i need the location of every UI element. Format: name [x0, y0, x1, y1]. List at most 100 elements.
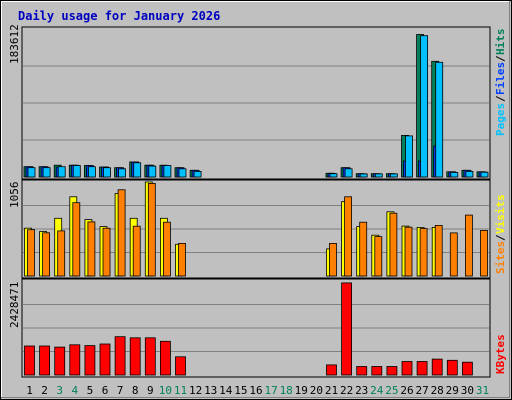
panel-hits-files-pages: 183612 Pages / Files / Hits	[8, 24, 507, 180]
bar-sites-day-22	[344, 196, 353, 277]
bar-kbytes-day-24	[371, 366, 383, 376]
day-label: 15	[234, 384, 247, 397]
bar-kbytes-day-1	[24, 345, 35, 376]
bar-sites-day-11	[178, 242, 186, 277]
bar-pages-day-4	[72, 165, 81, 178]
bar-pages-day-11	[178, 168, 187, 178]
bar-pages-day-9	[148, 165, 157, 178]
bar-sites-day-1	[27, 229, 35, 277]
chart-title: Daily usage for January 2026	[18, 9, 220, 23]
day-label: 8	[132, 384, 139, 397]
bar-pages-day-12	[193, 170, 202, 178]
bar-sites-day-4	[72, 202, 81, 277]
bar-pages-day-5	[88, 166, 96, 178]
day-label: 5	[87, 384, 94, 397]
bar-kbytes-day-8	[129, 337, 141, 376]
bar-kbytes-day-23	[356, 366, 368, 376]
bar-sites-day-24	[374, 236, 383, 277]
day-label: 18	[280, 384, 293, 397]
bar-sites-day-23	[359, 221, 368, 277]
day-label: 2	[41, 384, 48, 397]
panel-legend: Sites / Visits	[494, 194, 507, 274]
bar-sites-day-31	[480, 229, 488, 277]
panel-max-label: 1056	[8, 182, 21, 209]
bar-kbytes-day-3	[54, 346, 66, 376]
bar-kbytes-day-11	[175, 356, 186, 376]
legend-sep: /	[494, 234, 507, 241]
panel-bars	[23, 181, 489, 277]
bar-sites-day-30	[464, 214, 473, 277]
bar-pages-day-25	[389, 173, 398, 178]
bar-pages-day-24	[374, 173, 383, 178]
day-label: 25	[385, 384, 398, 397]
day-label: 10	[159, 384, 172, 397]
panel-bars	[23, 34, 489, 178]
bar-sites-day-26	[404, 226, 413, 277]
day-label: 31	[476, 384, 489, 397]
day-label: 6	[102, 384, 109, 397]
panel-kbytes: 2428471 KBytes	[8, 278, 507, 378]
bar-pages-day-22	[344, 168, 353, 178]
legend-kbytes: KBytes	[494, 334, 507, 374]
day-label: 20	[310, 384, 323, 397]
bar-pages-day-8	[133, 162, 142, 178]
bar-kbytes-day-9	[144, 337, 156, 376]
panel-visits-sites: 1056 Sites / Visits	[8, 179, 507, 279]
bar-pages-day-28	[435, 61, 444, 178]
bar-pages-day-26	[405, 135, 413, 178]
day-label: 27	[415, 384, 428, 397]
bar-pages-day-2	[42, 167, 51, 178]
bar-pages-day-23	[359, 173, 368, 178]
day-label: 19	[295, 384, 308, 397]
legend-hits: Hits	[494, 29, 507, 56]
bar-kbytes-day-25	[386, 366, 398, 376]
legend-files: Files	[494, 62, 507, 95]
bar-pages-day-10	[163, 165, 172, 178]
day-label: 9	[147, 384, 154, 397]
panel-frame	[21, 278, 491, 378]
x-axis-day-labels: 1 2 3 4 5 6 7 8 9 10 11 12 13 14 15 16 17 18 19 20 21 22 23 24 2…	[26, 384, 489, 397]
bar-kbytes-day-26	[401, 361, 413, 376]
bar-pages-day-3	[57, 166, 66, 178]
bar-pages-day-31	[480, 171, 489, 178]
bar-sites-day-7	[117, 189, 126, 277]
bar-kbytes-day-5	[84, 345, 96, 376]
bar-kbytes-day-2	[39, 345, 50, 376]
bar-sites-day-21	[329, 242, 337, 277]
day-label: 13	[204, 384, 217, 397]
bar-pages-day-1	[27, 167, 36, 178]
bar-kbytes-day-6	[99, 343, 111, 376]
day-label: 26	[400, 384, 413, 397]
legend-visits: Visits	[494, 194, 507, 234]
panel-max-label: 2428471	[8, 282, 21, 328]
bar-sites-day-9	[147, 182, 156, 277]
bar-sites-day-27	[419, 228, 428, 277]
day-label: 7	[117, 384, 124, 397]
panel-frame	[21, 26, 491, 180]
day-label: 4	[71, 384, 78, 397]
day-label: 22	[340, 384, 353, 397]
bar-sites-day-10	[162, 221, 171, 277]
panel-legend: Pages / Files / Hits	[494, 29, 507, 137]
bar-sites-day-25	[389, 212, 398, 277]
panel-frame	[21, 179, 491, 279]
bar-kbytes-day-29	[446, 359, 458, 376]
day-label: 3	[56, 384, 63, 397]
bar-pages-day-21	[329, 173, 338, 178]
bar-kbytes-day-7	[114, 336, 126, 376]
day-label: 16	[249, 384, 262, 397]
bar-kbytes-day-30	[461, 361, 473, 376]
bar-kbytes-day-4	[69, 344, 81, 376]
legend-sep: /	[494, 55, 507, 62]
day-label: 21	[325, 384, 338, 397]
day-label: 24	[370, 384, 384, 397]
day-label: 12	[189, 384, 202, 397]
bar-sites-day-3	[57, 230, 66, 277]
day-label: 1	[26, 384, 33, 397]
bar-kbytes-day-28	[431, 358, 443, 376]
bar-kbytes-day-22	[341, 282, 353, 376]
legend-sites: Sites	[494, 241, 507, 274]
bar-sites-day-28	[434, 224, 443, 277]
day-label: 28	[431, 384, 444, 397]
